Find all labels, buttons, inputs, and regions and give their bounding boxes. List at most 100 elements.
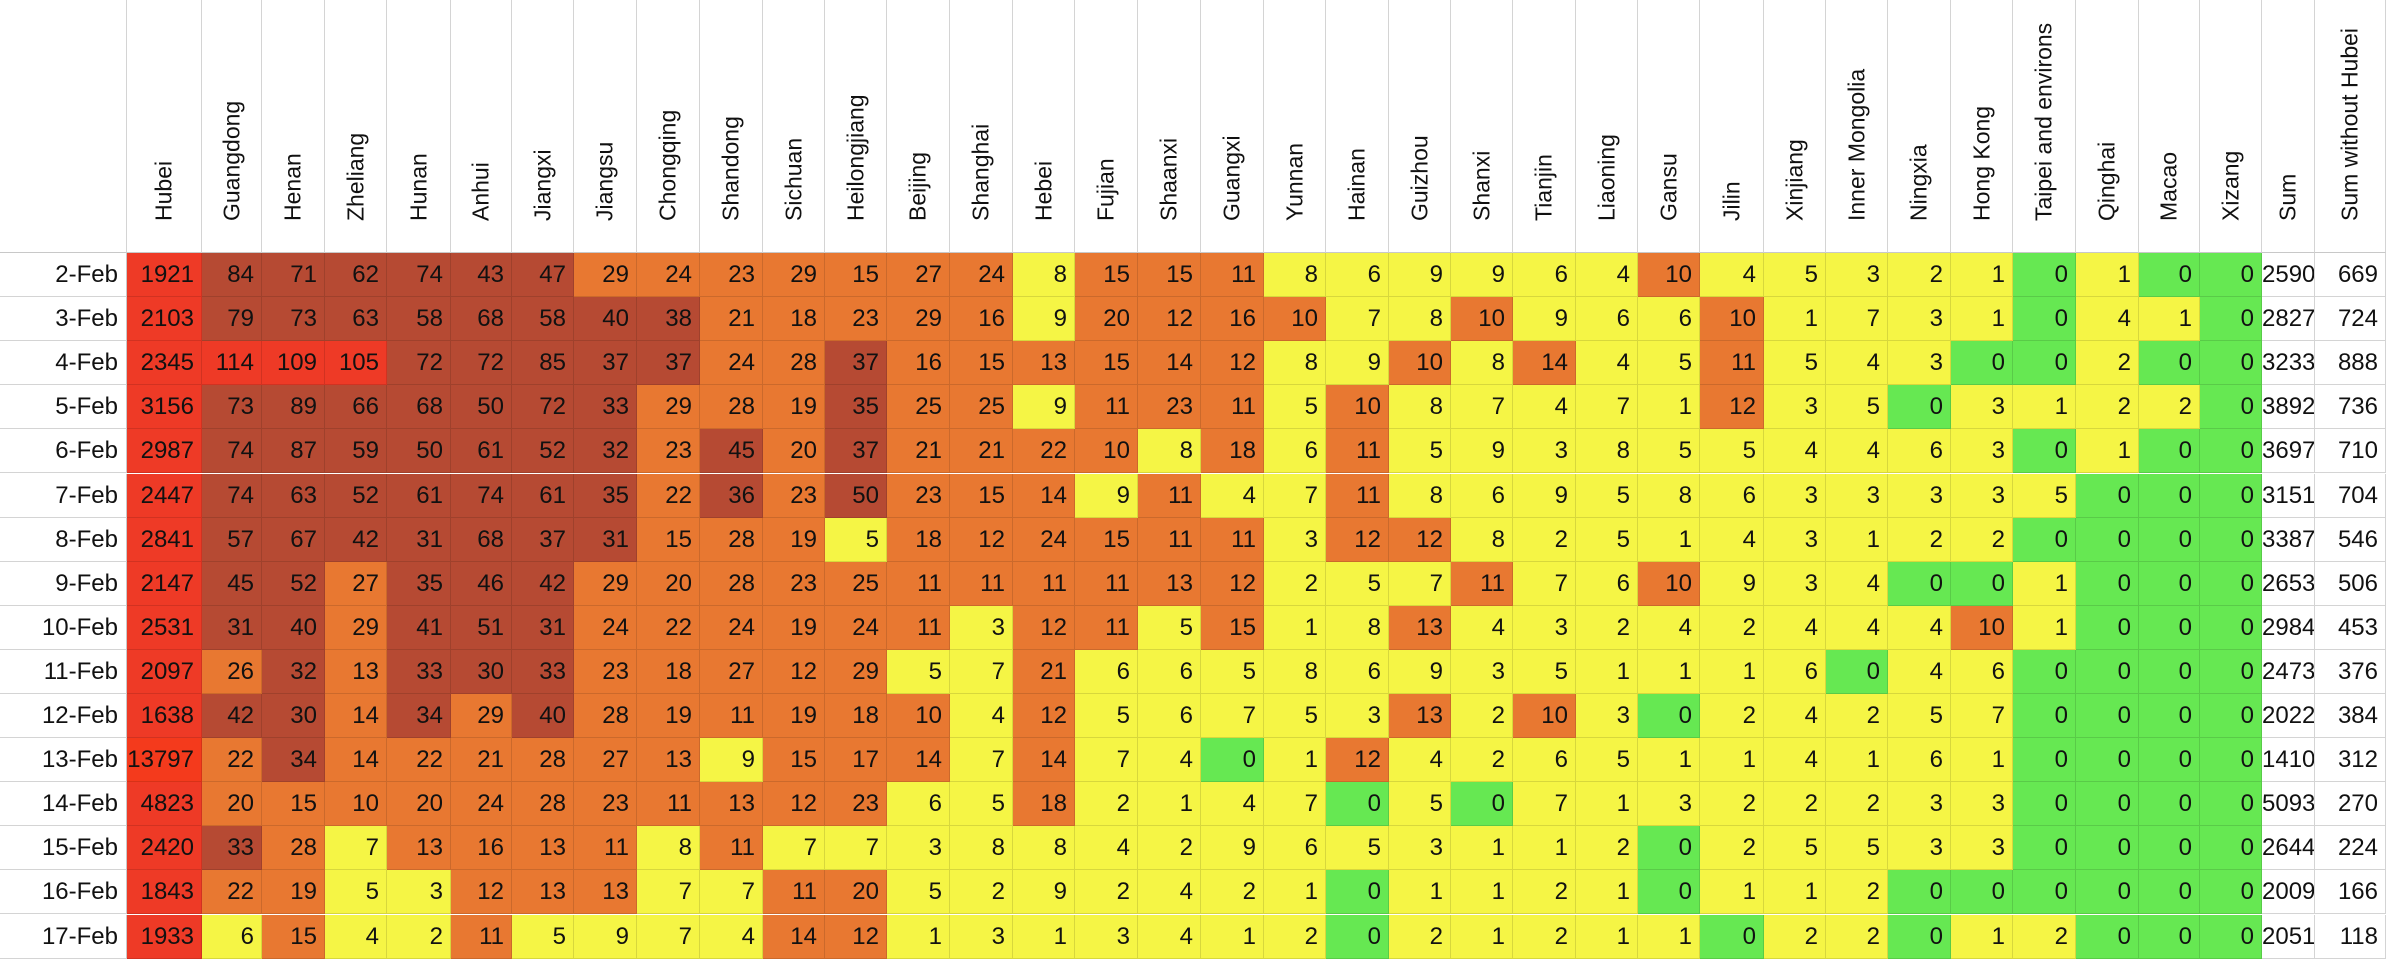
table-cell[interactable]: 25 xyxy=(887,385,950,430)
table-cell[interactable]: 4 xyxy=(1576,341,1638,386)
table-cell[interactable]: 2 xyxy=(2013,914,2076,959)
table-cell[interactable]: 50 xyxy=(825,473,887,518)
table-cell[interactable]: 11 xyxy=(1075,561,1138,606)
table-cell[interactable]: 12 xyxy=(1389,517,1451,562)
table-cell[interactable]: 18 xyxy=(1201,429,1264,474)
table-cell[interactable]: 0 xyxy=(2139,473,2200,518)
table-cell[interactable]: 73 xyxy=(202,385,262,430)
table-cell[interactable]: 0 xyxy=(2139,605,2200,650)
table-cell[interactable]: 23 xyxy=(574,782,637,827)
table-cell[interactable]: 52 xyxy=(512,429,574,474)
table-cell[interactable]: 72 xyxy=(387,341,451,386)
table-cell[interactable]: 4 xyxy=(1888,649,1951,694)
table-cell[interactable]: 7 xyxy=(1513,561,1576,606)
table-cell[interactable]: 68 xyxy=(387,385,451,430)
table-cell[interactable]: 16 xyxy=(950,297,1013,342)
table-cell[interactable]: 4 xyxy=(2076,297,2139,342)
table-cell[interactable]: 50 xyxy=(387,429,451,474)
table-cell[interactable]: 0 xyxy=(1700,914,1764,959)
table-cell[interactable]: 15 xyxy=(637,517,700,562)
table-cell[interactable]: 15 xyxy=(1138,253,1201,298)
table-cell[interactable]: 7 xyxy=(325,826,387,871)
table-cell[interactable]: 5 xyxy=(887,649,950,694)
table-cell[interactable]: 4 xyxy=(1201,782,1264,827)
table-cell[interactable]: 31 xyxy=(387,517,451,562)
table-cell[interactable]: 166 xyxy=(2315,870,2386,915)
table-cell[interactable]: 41 xyxy=(387,605,451,650)
table-cell[interactable]: 7 xyxy=(1326,297,1389,342)
table-cell[interactable]: 2 xyxy=(1264,561,1326,606)
table-cell[interactable]: 4 xyxy=(700,914,763,959)
table-cell[interactable]: 4 xyxy=(1764,694,1826,739)
table-cell[interactable]: 1 xyxy=(1700,738,1764,783)
column-header[interactable]: Hebei xyxy=(1013,0,1075,253)
table-cell[interactable]: 2 xyxy=(1764,914,1826,959)
table-cell[interactable]: 72 xyxy=(512,385,574,430)
table-cell[interactable]: 3 xyxy=(1951,782,2013,827)
column-header[interactable]: Yunnan xyxy=(1264,0,1326,253)
table-cell[interactable]: 0 xyxy=(2139,738,2200,783)
row-label[interactable]: 5-Feb xyxy=(0,385,127,430)
table-cell[interactable]: 0 xyxy=(2013,649,2076,694)
table-cell[interactable]: 2 xyxy=(1700,605,1764,650)
table-cell[interactable]: 546 xyxy=(2315,517,2386,562)
table-cell[interactable]: 10 xyxy=(1638,561,1700,606)
table-cell[interactable]: 58 xyxy=(512,297,574,342)
table-cell[interactable]: 29 xyxy=(825,649,887,694)
table-cell[interactable]: 13 xyxy=(325,649,387,694)
table-cell[interactable]: 0 xyxy=(2200,605,2262,650)
table-cell[interactable]: 2473 xyxy=(2262,649,2315,694)
table-cell[interactable]: 0 xyxy=(1951,870,2013,915)
table-cell[interactable]: 24 xyxy=(700,341,763,386)
table-cell[interactable]: 63 xyxy=(325,297,387,342)
table-cell[interactable]: 5 xyxy=(1700,429,1764,474)
table-cell[interactable]: 2 xyxy=(2076,385,2139,430)
table-cell[interactable]: 1 xyxy=(1513,826,1576,871)
table-cell[interactable]: 0 xyxy=(1638,694,1700,739)
table-cell[interactable]: 52 xyxy=(325,473,387,518)
table-cell[interactable]: 114 xyxy=(202,341,262,386)
table-cell[interactable]: 74 xyxy=(451,473,512,518)
table-cell[interactable]: 0 xyxy=(2200,385,2262,430)
column-header[interactable]: Guizhou xyxy=(1389,0,1451,253)
table-cell[interactable]: 24 xyxy=(637,253,700,298)
table-cell[interactable]: 9 xyxy=(1013,297,1075,342)
table-cell[interactable]: 0 xyxy=(2076,649,2139,694)
table-cell[interactable]: 3 xyxy=(950,914,1013,959)
table-cell[interactable]: 4 xyxy=(1138,870,1201,915)
table-cell[interactable]: 3 xyxy=(1326,694,1389,739)
table-cell[interactable]: 7 xyxy=(1264,782,1326,827)
table-cell[interactable]: 67 xyxy=(262,517,325,562)
table-cell[interactable]: 71 xyxy=(262,253,325,298)
table-cell[interactable]: 2447 xyxy=(127,473,202,518)
column-header[interactable]: Shaanxi xyxy=(1138,0,1201,253)
table-cell[interactable]: 85 xyxy=(512,341,574,386)
table-cell[interactable]: 1843 xyxy=(127,870,202,915)
table-cell[interactable]: 0 xyxy=(1326,914,1389,959)
table-cell[interactable]: 0 xyxy=(2013,694,2076,739)
table-cell[interactable]: 12 xyxy=(763,782,825,827)
table-cell[interactable]: 11 xyxy=(700,826,763,871)
table-cell[interactable]: 11 xyxy=(451,914,512,959)
table-cell[interactable]: 19 xyxy=(262,870,325,915)
table-cell[interactable]: 7 xyxy=(1264,473,1326,518)
table-cell[interactable]: 40 xyxy=(262,605,325,650)
table-cell[interactable]: 118 xyxy=(2315,914,2386,959)
table-cell[interactable]: 1 xyxy=(1264,605,1326,650)
table-cell[interactable]: 14 xyxy=(325,738,387,783)
table-cell[interactable]: 5 xyxy=(1638,341,1700,386)
table-cell[interactable]: 3 xyxy=(1764,561,1826,606)
table-cell[interactable]: 1 xyxy=(1389,870,1451,915)
table-cell[interactable]: 5 xyxy=(1138,605,1201,650)
table-cell[interactable]: 8 xyxy=(950,826,1013,871)
table-cell[interactable]: 29 xyxy=(763,253,825,298)
row-label[interactable]: 10-Feb xyxy=(0,605,127,650)
table-cell[interactable]: 453 xyxy=(2315,605,2386,650)
table-cell[interactable]: 72 xyxy=(451,341,512,386)
table-cell[interactable]: 2 xyxy=(1700,694,1764,739)
table-cell[interactable]: 74 xyxy=(202,429,262,474)
table-cell[interactable]: 9 xyxy=(1513,473,1576,518)
table-cell[interactable]: 0 xyxy=(2076,605,2139,650)
table-cell[interactable]: 33 xyxy=(387,649,451,694)
table-cell[interactable]: 6 xyxy=(202,914,262,959)
